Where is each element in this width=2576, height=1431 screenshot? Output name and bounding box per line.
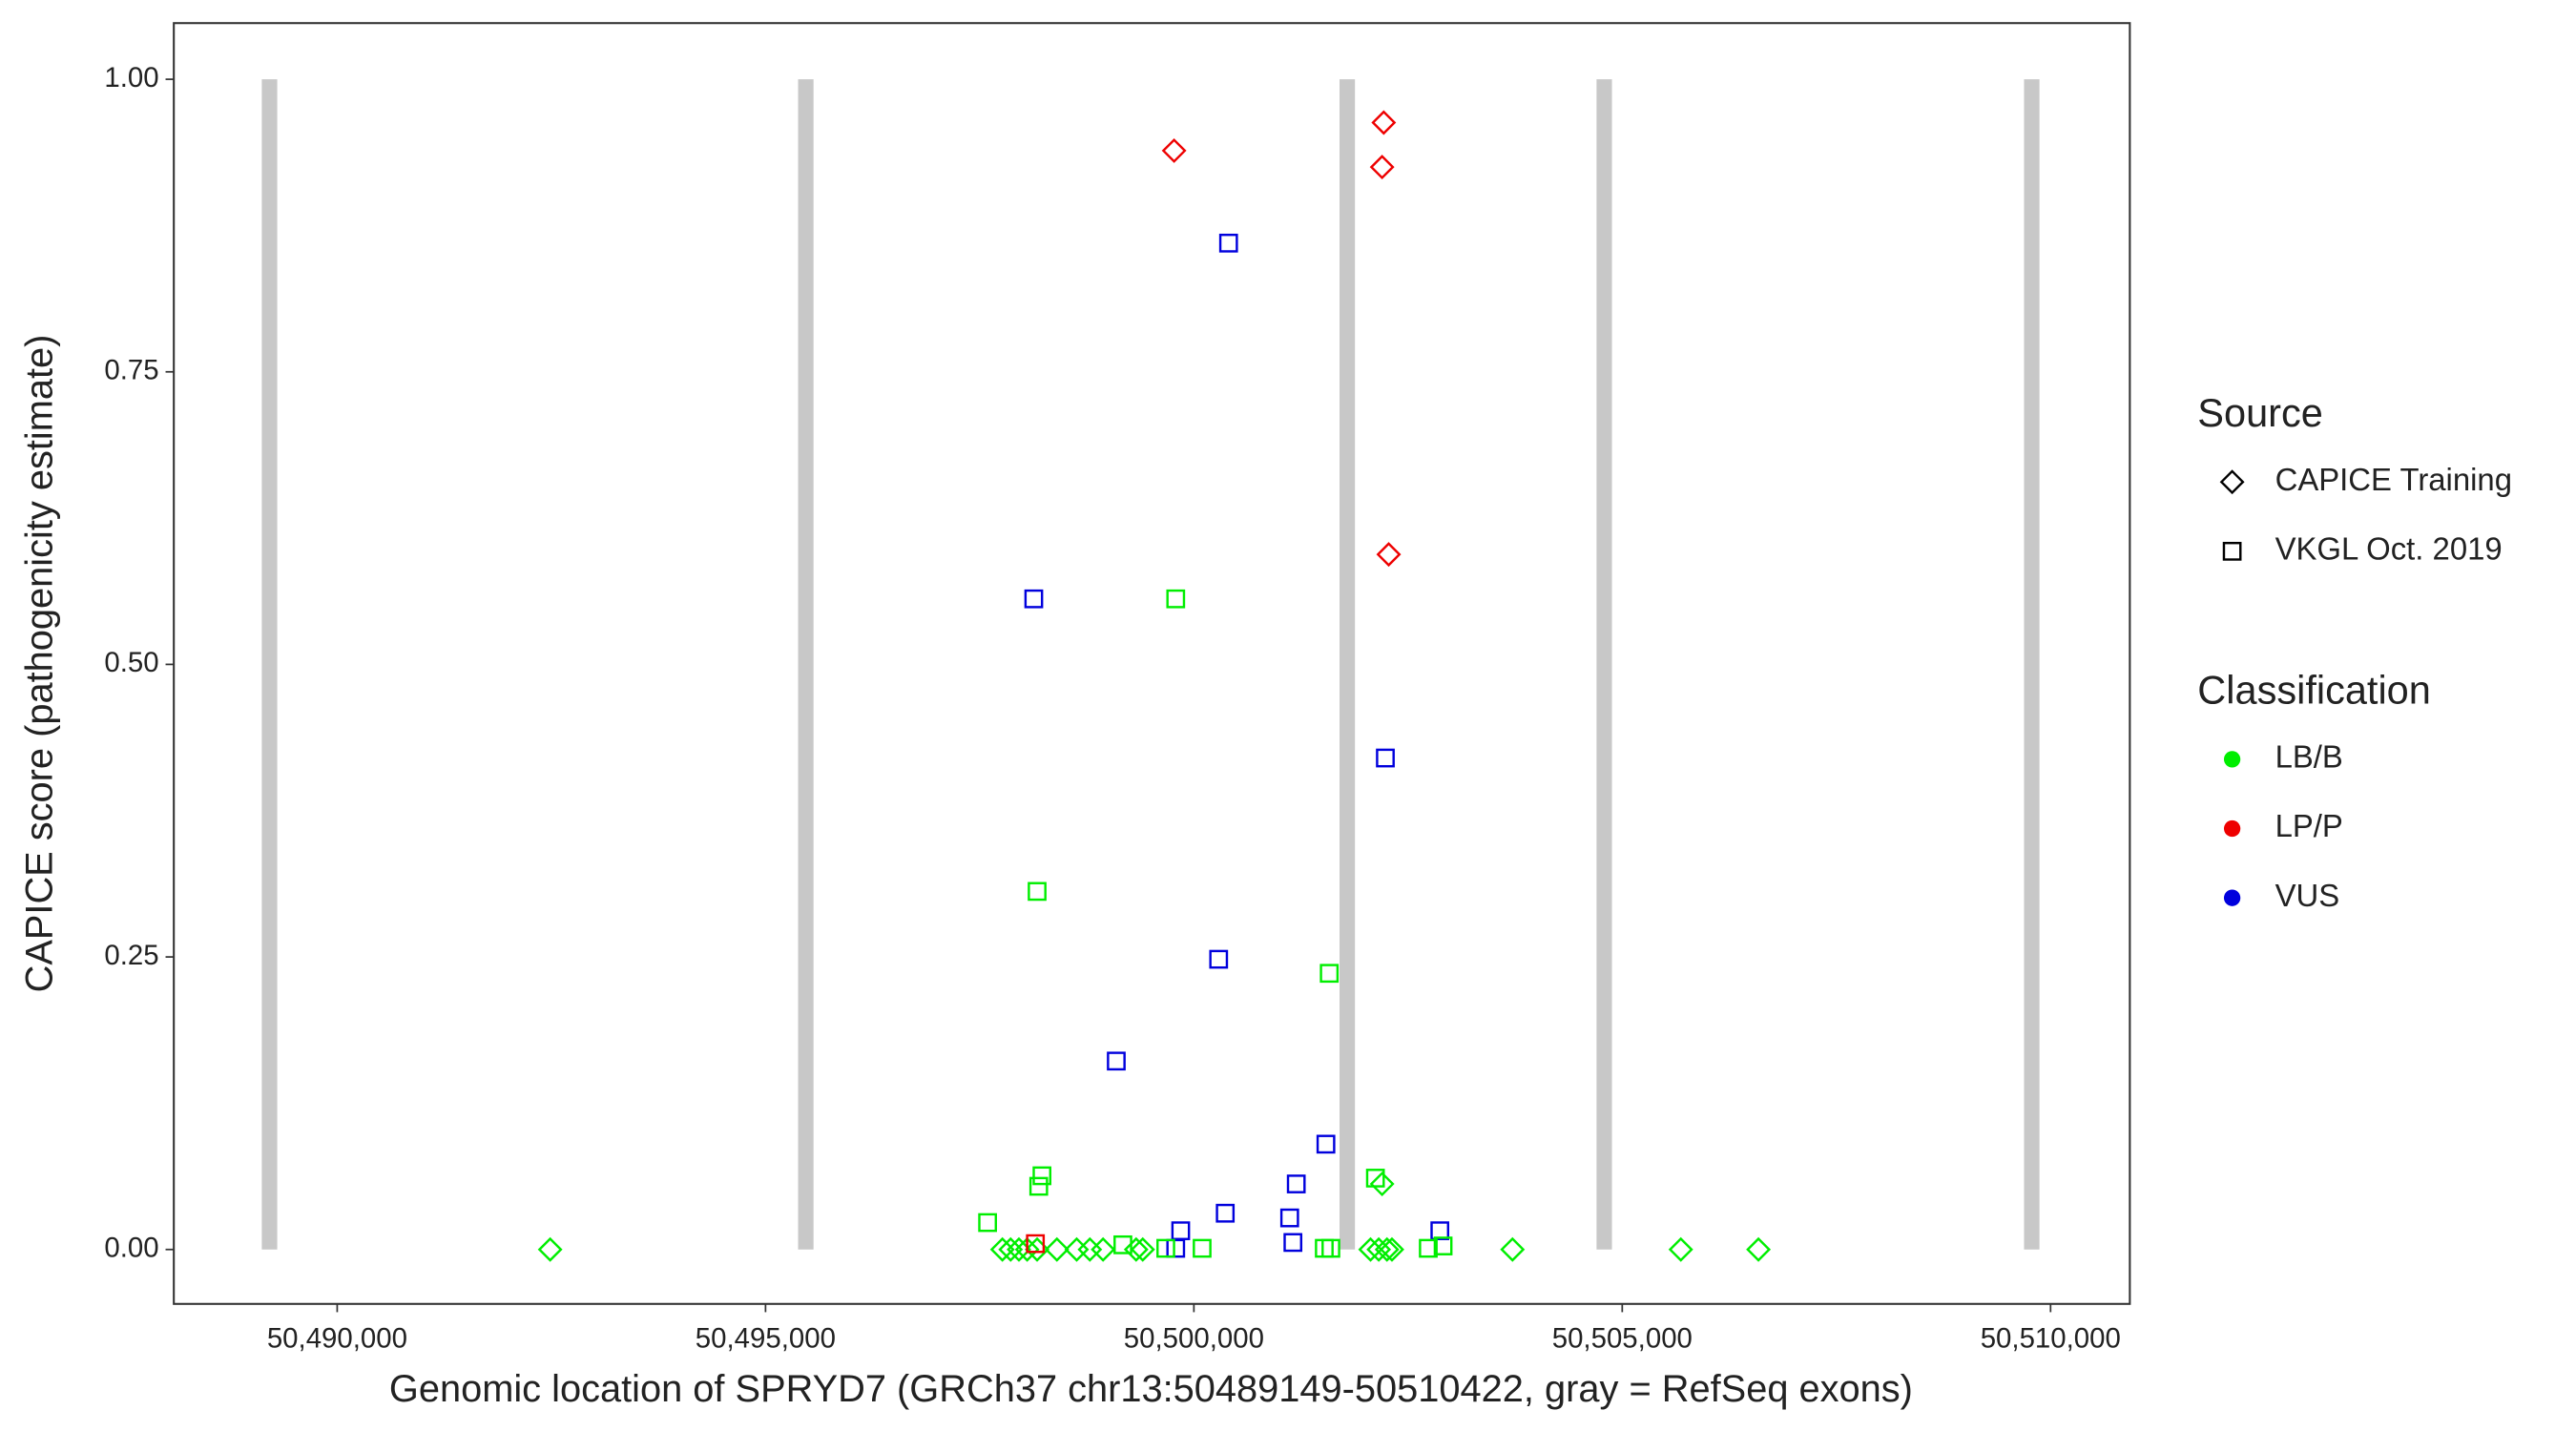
legend-key <box>2223 889 2241 906</box>
point <box>1161 137 1187 163</box>
y-tick-label: 1.00 <box>104 62 158 93</box>
point <box>1193 1238 1212 1258</box>
point <box>1668 1236 1693 1262</box>
legend-key <box>2223 751 2241 768</box>
point <box>1319 964 1340 984</box>
point <box>1283 1233 1303 1253</box>
legend-key <box>2219 469 2245 495</box>
point <box>1279 1208 1299 1228</box>
point <box>1430 1221 1450 1240</box>
point <box>1024 589 1044 609</box>
point <box>1032 1166 1052 1186</box>
point <box>1369 155 1395 180</box>
plot-frame <box>173 22 2131 1305</box>
x-axis-title: Genomic location of SPRYD7 (GRCh37 chr13… <box>389 1368 1913 1410</box>
y-tick-label: 0.00 <box>104 1233 158 1264</box>
x-tick-label: 50,510,000 <box>1981 1323 2121 1355</box>
exon <box>1596 79 1612 1250</box>
exon <box>1340 79 1356 1250</box>
x-tick-label: 50,505,000 <box>1552 1323 1693 1355</box>
point <box>1028 881 1047 902</box>
point <box>1365 1169 1385 1188</box>
point <box>1091 1236 1116 1262</box>
point <box>1358 1236 1383 1262</box>
legend-title: Classification <box>2197 668 2431 713</box>
point <box>1315 1238 1334 1258</box>
x-tick-label: 50,495,000 <box>696 1323 836 1355</box>
legend-title: Source <box>2197 390 2323 435</box>
point <box>1130 1236 1155 1262</box>
y-axis-title: CAPICE score (pathogenicity estimate) <box>18 335 60 993</box>
point <box>1044 1236 1070 1262</box>
point <box>1419 1238 1438 1258</box>
x-tick-label: 50,490,000 <box>267 1323 407 1355</box>
point <box>998 1236 1024 1262</box>
legend-key <box>2223 819 2241 838</box>
point <box>1218 233 1238 253</box>
point <box>1321 1238 1340 1258</box>
point <box>1746 1236 1772 1262</box>
y-tick-label: 0.25 <box>104 940 158 971</box>
point <box>1374 1236 1400 1262</box>
legend-label: LB/B <box>2275 739 2343 775</box>
legend-label: LP/P <box>2275 808 2343 843</box>
point <box>1166 1238 1186 1258</box>
point <box>1500 1236 1526 1262</box>
point <box>1209 949 1229 969</box>
point <box>1286 1174 1306 1193</box>
point <box>1077 1236 1103 1262</box>
legend-label: CAPICE Training <box>2275 462 2512 497</box>
point <box>1123 1236 1149 1262</box>
point <box>1215 1203 1236 1223</box>
y-tick-label: 0.75 <box>104 355 158 386</box>
legend-label: VUS <box>2275 878 2340 913</box>
point <box>1107 1051 1126 1071</box>
point <box>1376 542 1402 568</box>
point <box>1166 589 1186 609</box>
point <box>1014 1236 1040 1262</box>
y-tick-label: 0.50 <box>104 647 158 678</box>
point <box>989 1236 1015 1262</box>
point <box>1366 1236 1392 1262</box>
point <box>1171 1221 1191 1240</box>
exon <box>2024 79 2040 1250</box>
legend-label: VKGL Oct. 2019 <box>2275 531 2503 567</box>
point <box>1433 1236 1453 1255</box>
point <box>537 1236 563 1262</box>
point <box>1369 1172 1395 1197</box>
point <box>1376 748 1395 768</box>
point <box>1028 1176 1049 1196</box>
x-tick-label: 50,500,000 <box>1124 1323 1264 1355</box>
legend-key <box>2222 541 2242 561</box>
exon <box>798 79 814 1250</box>
exon <box>261 79 278 1250</box>
point <box>1026 1234 1046 1254</box>
point <box>1113 1234 1132 1255</box>
point <box>1371 110 1397 135</box>
point <box>1316 1134 1336 1154</box>
point <box>1380 1236 1404 1262</box>
point <box>978 1213 997 1233</box>
point <box>1156 1238 1175 1258</box>
